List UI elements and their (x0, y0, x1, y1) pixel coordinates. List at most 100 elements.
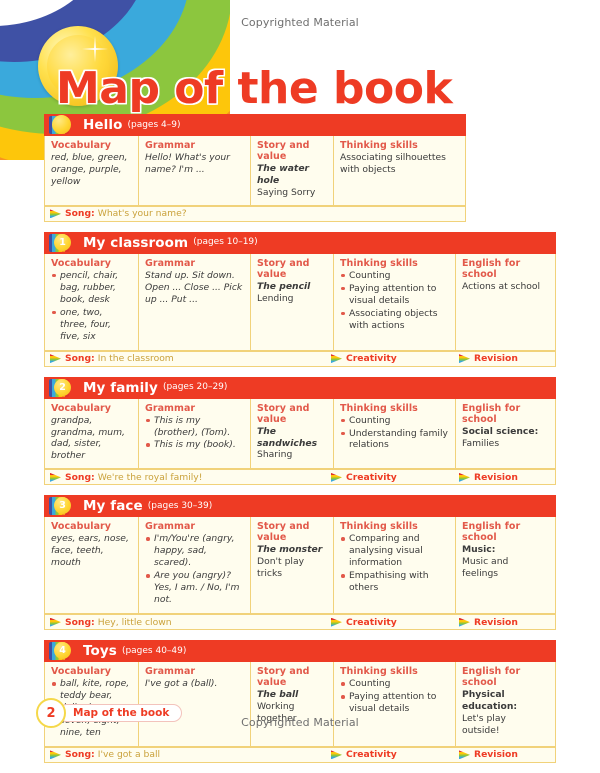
column-header-grammar: Grammar (145, 666, 196, 678)
unit-title: My family (83, 379, 158, 396)
bullet-list: Comparing and analysing visual informati… (340, 533, 449, 594)
revision-label: Revision (474, 749, 518, 761)
creativity-entry[interactable]: Creativity (331, 749, 459, 760)
copyright-notice-bottom: Copyrighted Material (241, 716, 359, 729)
list-item: This is my (brother), (Tom). (145, 415, 244, 439)
column-header-story-and-value: Story and value (257, 257, 310, 280)
cell-story-and-value: Story and value The monster Don't play tri… (251, 517, 334, 614)
unit-title: My classroom (83, 234, 189, 251)
cell-value-story-and-value: The pencil Lending (257, 281, 327, 305)
rainbow-play-flag-icon (331, 472, 342, 482)
creativity-entry[interactable]: Creativity (331, 353, 459, 364)
song-entry[interactable]: Song: Hey, little clown (50, 617, 172, 628)
cell-english-for-school: English for school Physical education: Let… (456, 662, 549, 746)
unit-page-range: (pages 10–19) (193, 237, 258, 248)
column-header-story-and-value: Story and value (257, 402, 310, 425)
creativity-label: Creativity (346, 616, 397, 628)
cell-value-thinking-skills: Counting Paying attention to visual detai… (340, 270, 449, 332)
bullet-list: Counting Paying attention to visual detai… (340, 678, 449, 715)
column-header-vocabulary: Vocabulary (51, 521, 112, 533)
rainbow-play-flag-icon (331, 617, 342, 627)
cell-value-story-and-value: The sandwiches Sharing (257, 426, 327, 462)
cell-value-thinking-skills: Comparing and analysing visual informati… (340, 533, 449, 594)
song-title: We're the royal family! (97, 471, 203, 483)
creativity-label: Creativity (346, 353, 397, 365)
story-title: The monster (257, 544, 323, 556)
revision-entry[interactable]: Revision (459, 353, 555, 364)
song-label: Song: (65, 749, 95, 761)
cell-value-grammar: I've got a (ball). (145, 678, 218, 690)
efs-topic: Let's play outside! (462, 713, 506, 736)
story-value: Don't play tricks (257, 556, 305, 580)
cell-value-grammar: Stand up. Sit down. Open ... Close ... P… (145, 269, 243, 305)
column-header-thinking-skills: Thinking skills (340, 666, 418, 678)
creativity-entry[interactable]: Creativity (331, 472, 459, 483)
revision-label: Revision (474, 471, 518, 483)
cell-thinking-skills: Thinking skills Comparing and analysing v… (334, 517, 456, 614)
unit-page-range: (pages 40–49) (121, 645, 187, 656)
cell-grammar: Grammar I'm/You're (angry, happy, sad, sc… (139, 517, 251, 614)
cell-value-story-and-value: The monster Don't play tricks (257, 544, 327, 580)
list-item: Associating objects with actions (340, 308, 449, 332)
cell-value-vocabulary: eyes, ears, nose, face, teeth, mouth (51, 533, 129, 569)
column-header-story-and-value: Story and value (257, 666, 310, 689)
column-header-thinking-skills: Thinking skills (340, 257, 418, 269)
song-title: In the classroom (97, 353, 174, 365)
cell-grammar: Grammar Stand up. Sit down. Open ... Clos… (139, 253, 251, 350)
bullet-list: Counting Understanding family relations (340, 415, 449, 452)
song-title: Hey, little clown (97, 616, 172, 628)
list-item: Counting (340, 270, 449, 282)
list-item: Counting (340, 678, 449, 690)
column-header-vocabulary: Vocabulary (51, 666, 112, 678)
story-title: The ball (257, 689, 299, 701)
cell-grammar: Grammar This is my (brother), (Tom). This … (139, 398, 251, 469)
revision-entry[interactable]: Revision (459, 617, 555, 628)
unit-header-my-family: 2 My family (pages 20–29) (44, 376, 556, 399)
yellow-dot-icon (52, 115, 71, 134)
song-entry[interactable]: Song: I've got a ball (50, 749, 160, 760)
cell-thinking-skills: Thinking skills Counting Understanding fam… (334, 398, 456, 469)
unit-body-my-family: Vocabulary grandpa, grandma, mum, dad, si… (44, 398, 556, 470)
bullet-list: This is my (brother), (Tom). This is my (… (145, 415, 244, 452)
cell-vocabulary: Vocabulary grandpa, grandma, mum, dad, si… (45, 398, 139, 469)
revision-entry[interactable]: Revision (459, 472, 555, 483)
unit-title: Toys (83, 643, 117, 660)
unit-title: Hello (83, 117, 123, 133)
page-number: 2 (36, 698, 66, 728)
rainbow-play-flag-icon (459, 617, 470, 627)
creativity-label: Creativity (346, 749, 397, 761)
list-item: Understanding family relations (340, 428, 449, 452)
revision-entry[interactable]: Revision (459, 749, 555, 760)
cell-vocabulary: Vocabulary eyes, ears, nose, face, teeth,… (45, 517, 139, 614)
copyright-notice-top: Copyrighted Material (241, 16, 359, 29)
column-header-thinking-skills: Thinking skills (340, 140, 418, 151)
unit-page-range: (pages 20–29) (162, 382, 228, 393)
page-title: Map of the book (56, 63, 453, 115)
column-header-grammar: Grammar (145, 521, 196, 533)
rainbow-play-flag-icon (50, 209, 61, 219)
list-item: Comparing and analysing visual informati… (340, 533, 449, 569)
list-item: Counting (340, 415, 449, 427)
song-entry[interactable]: Song: In the classroom (50, 353, 174, 364)
efs-topic: Families (462, 437, 500, 449)
song-label: Song: (65, 353, 95, 365)
bullet-list: I'm/You're (angry, happy, sad, scared). A… (145, 533, 244, 606)
list-item: This is my (book). (145, 439, 244, 451)
revision-label: Revision (474, 616, 518, 628)
unit-footer-my-face: Song: Hey, little clown Creativity Revision (44, 614, 556, 631)
unit-number-badge: 2 (54, 378, 71, 396)
unit-footer-my-family: Song: We're the royal family! Creativity Re… (44, 469, 556, 486)
rainbow-play-flag-icon (459, 472, 470, 482)
unit-hello: Hello (pages 4–9) Vocabulary red, blue, gre… (44, 114, 556, 222)
song-entry[interactable]: Song: We're the royal family! (50, 472, 202, 483)
column-header-english-for-school: English for school (462, 257, 521, 280)
song-entry[interactable]: Song: What's your name? (50, 208, 187, 219)
list-item: Are you (angry)? Yes, I am. / No, I'm no… (145, 570, 244, 606)
efs-subject: Music: (462, 544, 496, 556)
column-header-thinking-skills: Thinking skills (340, 521, 418, 533)
cell-thinking-skills: Thinking skills Counting Paying attention … (334, 662, 456, 746)
list-item: pencil, chair, bag, rubber, book, desk (51, 270, 132, 306)
song-title: What's your name? (97, 208, 187, 220)
cell-english-for-school: English for school Music: Music and feelin… (456, 517, 549, 613)
creativity-entry[interactable]: Creativity (331, 617, 459, 628)
